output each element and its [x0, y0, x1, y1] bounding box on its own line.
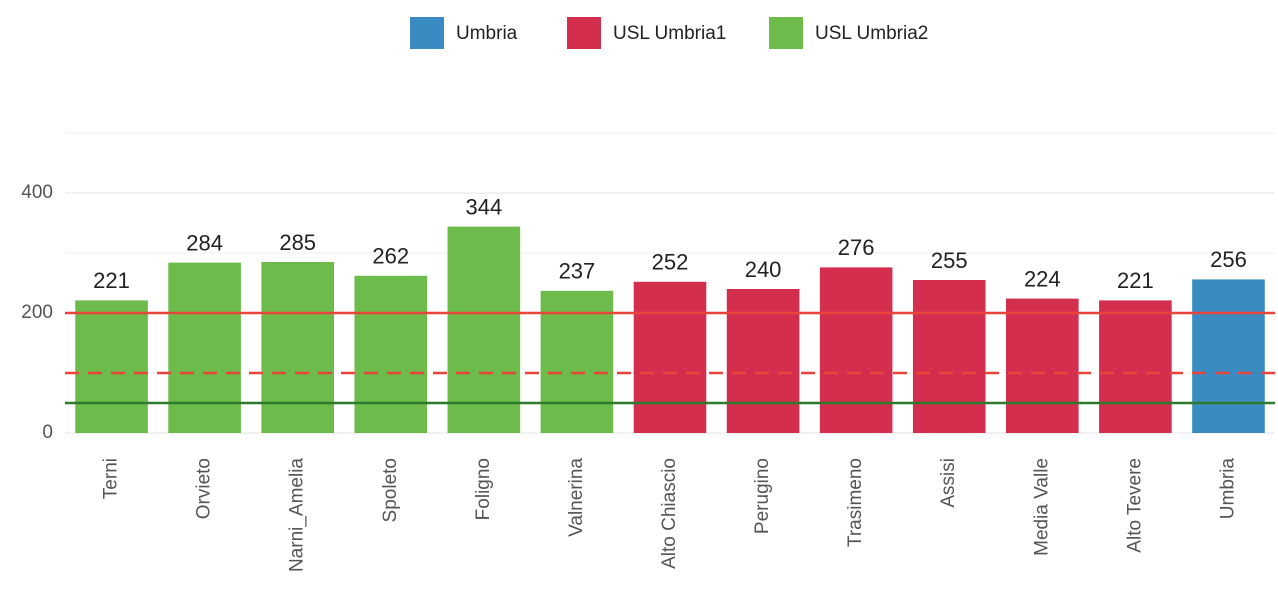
data-label: 276 [838, 235, 875, 260]
legend-label: USL Umbria2 [815, 23, 928, 44]
data-label: 255 [931, 248, 968, 273]
data-label: 252 [652, 250, 689, 275]
x-tick-label: Alto Tevere [1124, 458, 1145, 553]
bar [819, 267, 893, 433]
x-tick-label: Narni_Amelia [287, 458, 308, 572]
x-tick-label: Media Valle [1031, 458, 1052, 556]
bar [261, 262, 334, 433]
bar [633, 281, 707, 433]
legend-swatch [410, 17, 444, 49]
bar [168, 262, 241, 433]
x-tick-label: Valnerina [566, 458, 587, 537]
bar [1192, 279, 1265, 433]
x-tick-label: Umbria [1217, 458, 1238, 520]
x-tick-label: Trasimeno [845, 458, 866, 547]
data-label: 221 [1117, 268, 1154, 293]
bar [447, 226, 521, 433]
x-tick-label: Alto Chiascio [659, 458, 680, 569]
bar [75, 300, 148, 433]
x-tick-label: Foligno [473, 458, 494, 520]
bar [1006, 298, 1079, 433]
data-label: 237 [559, 259, 596, 284]
legend-swatch [567, 17, 601, 49]
bar [912, 280, 986, 433]
x-tick-label: Perugino [752, 458, 773, 534]
data-label: 285 [279, 230, 316, 255]
bar [1099, 300, 1172, 433]
x-tick-label: Assisi [938, 458, 959, 508]
legend-label: USL Umbria1 [613, 23, 726, 44]
data-label: 262 [372, 244, 409, 269]
data-label: 240 [745, 257, 782, 282]
legend-swatch [769, 17, 803, 49]
data-label: 221 [93, 268, 130, 293]
data-label: 344 [465, 194, 502, 219]
bar [726, 289, 800, 433]
legend-label: Umbria [456, 23, 518, 44]
bar [540, 290, 614, 433]
data-label: 224 [1024, 266, 1061, 291]
x-tick-label: Orvieto [194, 458, 215, 519]
y-tick-label: 400 [21, 182, 53, 203]
x-tick-label: Terni [101, 458, 122, 499]
data-label: 256 [1210, 247, 1247, 272]
y-tick-label: 0 [42, 422, 53, 443]
x-tick-label: Spoleto [380, 458, 401, 522]
data-label: 284 [186, 230, 223, 255]
y-tick-label: 200 [21, 302, 53, 323]
bar [354, 275, 428, 433]
